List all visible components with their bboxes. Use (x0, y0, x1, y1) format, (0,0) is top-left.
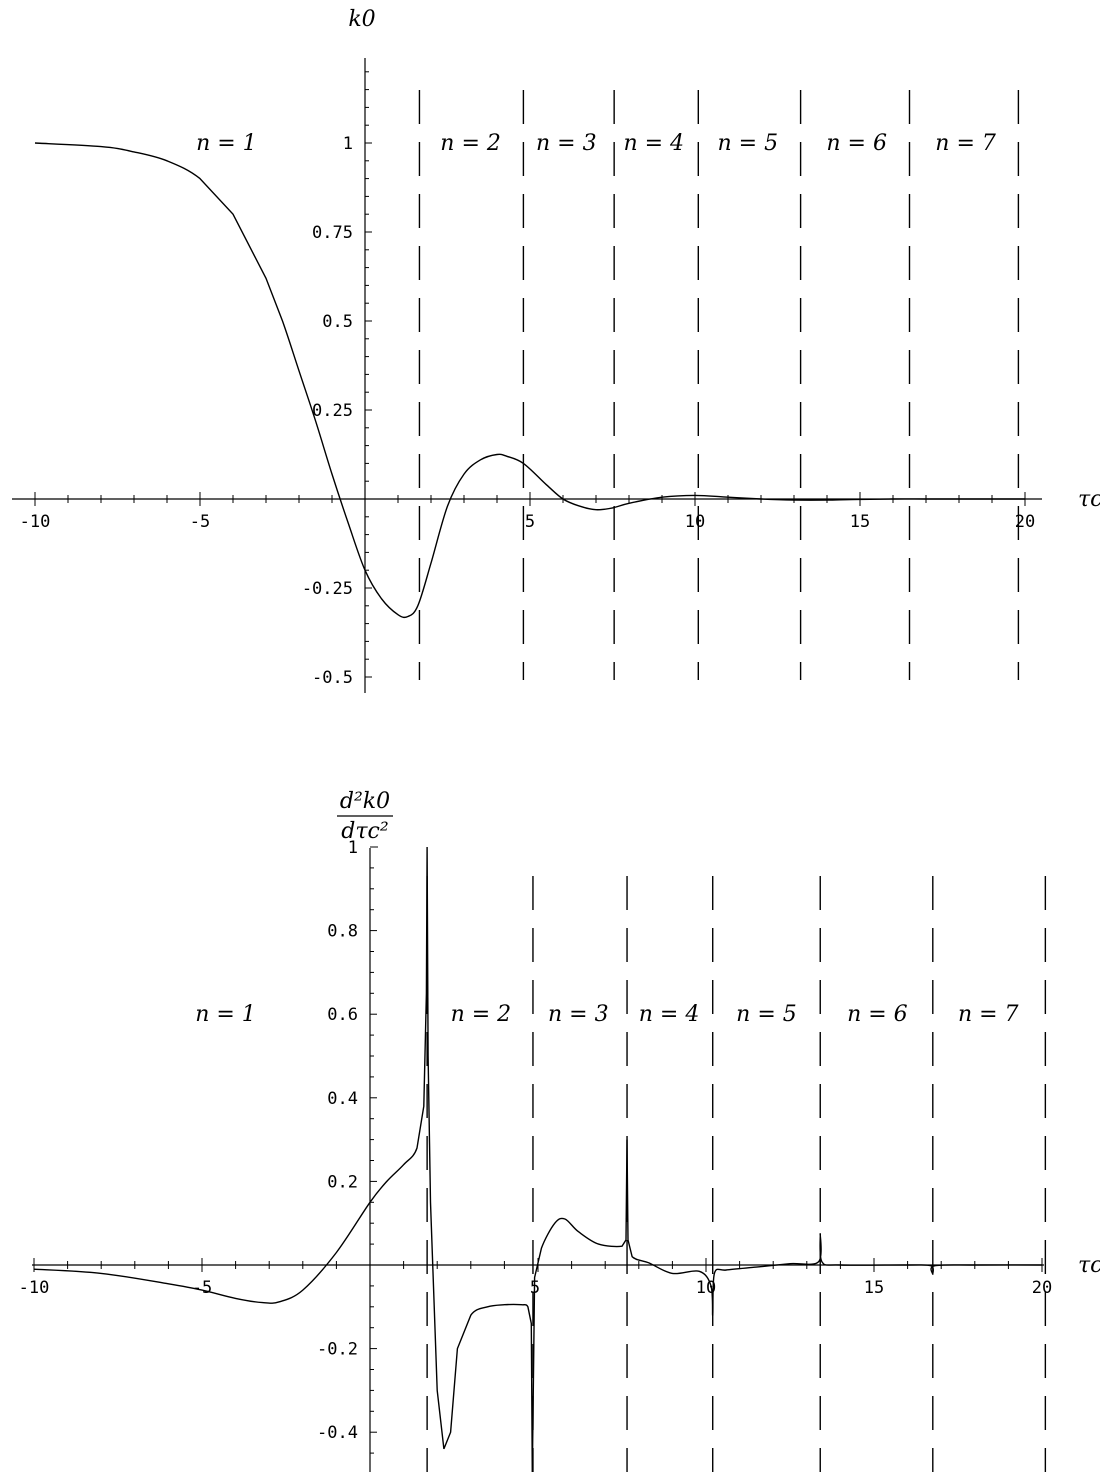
y-tick-label: -0.5 (312, 668, 353, 688)
region-label: n = 1 (196, 131, 257, 156)
region-label: n = 2 (451, 1002, 512, 1027)
x-tick-label: 10 (696, 1278, 716, 1298)
region-label: n = 5 (736, 1002, 797, 1027)
region-label: n = 6 (847, 1002, 908, 1027)
x-axis-title: τc (1078, 487, 1100, 512)
x-tick-label: 10 (685, 512, 705, 532)
region-label: n = 5 (718, 131, 779, 156)
series-line (33, 846, 1043, 1472)
y-tick-label: 1 (348, 838, 358, 858)
region-label: n = 7 (958, 1002, 1019, 1027)
y-axis-title: k0 (348, 7, 375, 32)
x-axis-title: τc (1078, 1253, 1100, 1278)
y-tick-label: -0.25 (302, 579, 353, 599)
x-tick-label: 15 (850, 512, 870, 532)
region-label: n = 7 (935, 131, 996, 156)
y-tick-label: 0.5 (322, 312, 353, 332)
region-label: n = 4 (623, 131, 684, 156)
region-label: n = 2 (440, 131, 501, 156)
y-tick-label: 0.25 (312, 401, 353, 421)
y-tick-label: -0.4 (317, 1423, 358, 1443)
y-tick-label: -0.2 (317, 1340, 358, 1360)
series-line (34, 142, 1025, 619)
x-tick-label: 20 (1015, 512, 1035, 532)
y-tick-label: 0.75 (312, 223, 353, 243)
y-tick-label: 0.2 (327, 1172, 358, 1192)
region-label: n = 4 (639, 1002, 700, 1027)
region-label: n = 6 (826, 131, 887, 156)
top-panel: -10 -5 5 10 15 20 -0.5 -0.25 0.25 0.5 0.75 1 n = 1 n … (12, 7, 1100, 693)
y-tick-label: 1 (343, 134, 353, 154)
region-label: n = 3 (548, 1002, 609, 1027)
y-axis-title-numerator: d²k0 (340, 789, 390, 814)
x-tick-label: -10 (19, 1278, 50, 1298)
y-tick-label: 0.4 (327, 1089, 358, 1109)
x-tick-label: -5 (190, 512, 210, 532)
y-tick-label: 0.6 (327, 1005, 358, 1025)
x-tick-label: -5 (192, 1278, 212, 1298)
y-axis-title-denominator: dτc² (341, 819, 388, 844)
y-tick-label: 0.8 (327, 922, 358, 942)
x-tick-label: 5 (525, 512, 535, 532)
x-tick-label: -10 (20, 512, 51, 532)
x-tick-label: 20 (1032, 1278, 1052, 1298)
x-tick-label: 15 (864, 1278, 884, 1298)
region-label: n = 1 (195, 1002, 256, 1027)
region-label: n = 3 (536, 131, 597, 156)
